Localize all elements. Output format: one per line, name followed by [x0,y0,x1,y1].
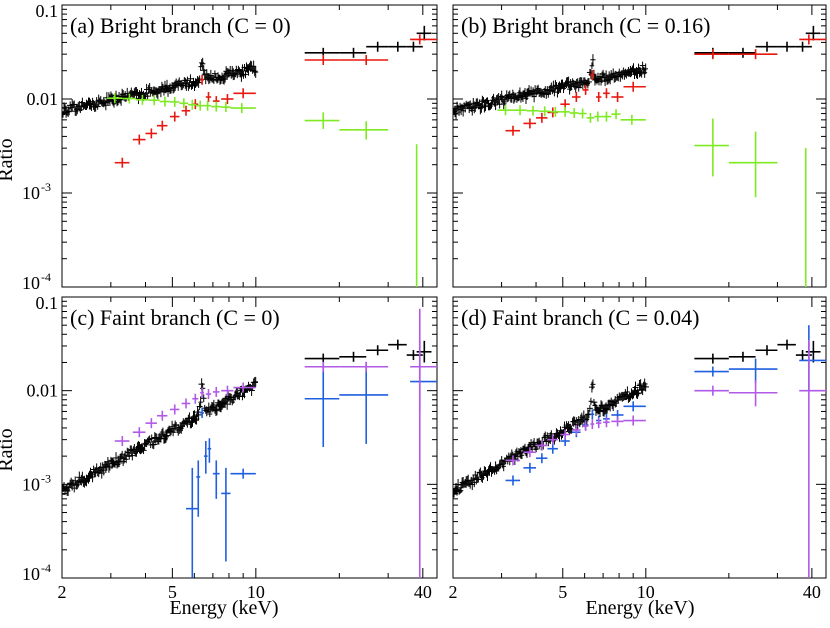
y-axis-label-bottom: Ratio [0,428,17,471]
y-tick-label: 10 [22,183,40,203]
series-purple [114,308,437,578]
panel-data [62,25,437,287]
series-black [453,25,821,120]
y-tick-exponent: -4 [41,270,51,284]
x-tick-label: 10 [637,582,655,602]
y-tick-exponent: -3 [41,471,51,485]
series-green [106,93,418,287]
panel-b: (b) Bright branch (C = 0.16) [452,4,827,288]
panel-frame [61,4,438,288]
panel-title: (d) Faint branch (C = 0.04) [461,305,699,330]
x-tick-label: 2 [58,582,67,602]
y-tick-label: 10 [22,564,40,584]
y-axis-label-top: Ratio [0,138,17,181]
x-tick-label: 40 [803,582,821,602]
series-green [497,105,807,287]
x-tick-label: 2 [449,582,458,602]
y-tick-label: 0.01 [27,89,59,109]
x-tick-label: 10 [247,582,265,602]
y-tick-label: 10 [22,273,40,293]
panel-data [62,308,437,578]
x-axis-label-right: Energy (keV) [585,597,694,619]
x-tick-label: 5 [558,582,567,602]
series-blue [505,325,826,486]
panel-d: 2 5 10 40 (d) Faint branch (C = 0.04) [449,296,827,602]
series-red [505,34,826,136]
series-blue [186,339,437,578]
series-red [114,34,437,168]
series-black [62,339,432,498]
series-black [453,339,821,498]
panel-title: (b) Bright branch (C = 0.16) [461,13,710,38]
panel-frame [452,4,827,288]
panel-data [453,325,826,578]
y-tick-exponent: -3 [41,180,51,194]
panel-title: (c) Faint branch (C = 0) [70,305,280,330]
panel-frame [452,296,827,579]
series-purple [505,339,826,578]
x-tick-label: 5 [168,582,177,602]
y-tick-label: 0.1 [36,293,59,313]
panel-title: (a) Bright branch (C = 0) [70,13,291,38]
x-axis-label-left: Energy (keV) [169,597,278,619]
panel-data [453,25,826,287]
y-tick-exponent: -4 [41,561,51,575]
y-tick-label: 10 [22,474,40,494]
panel-frame [61,296,438,579]
x-tick-label: 40 [414,582,432,602]
series-black [62,25,432,120]
y-tick-label: 0.01 [27,381,59,401]
y-tick-label: 0.1 [36,1,59,21]
